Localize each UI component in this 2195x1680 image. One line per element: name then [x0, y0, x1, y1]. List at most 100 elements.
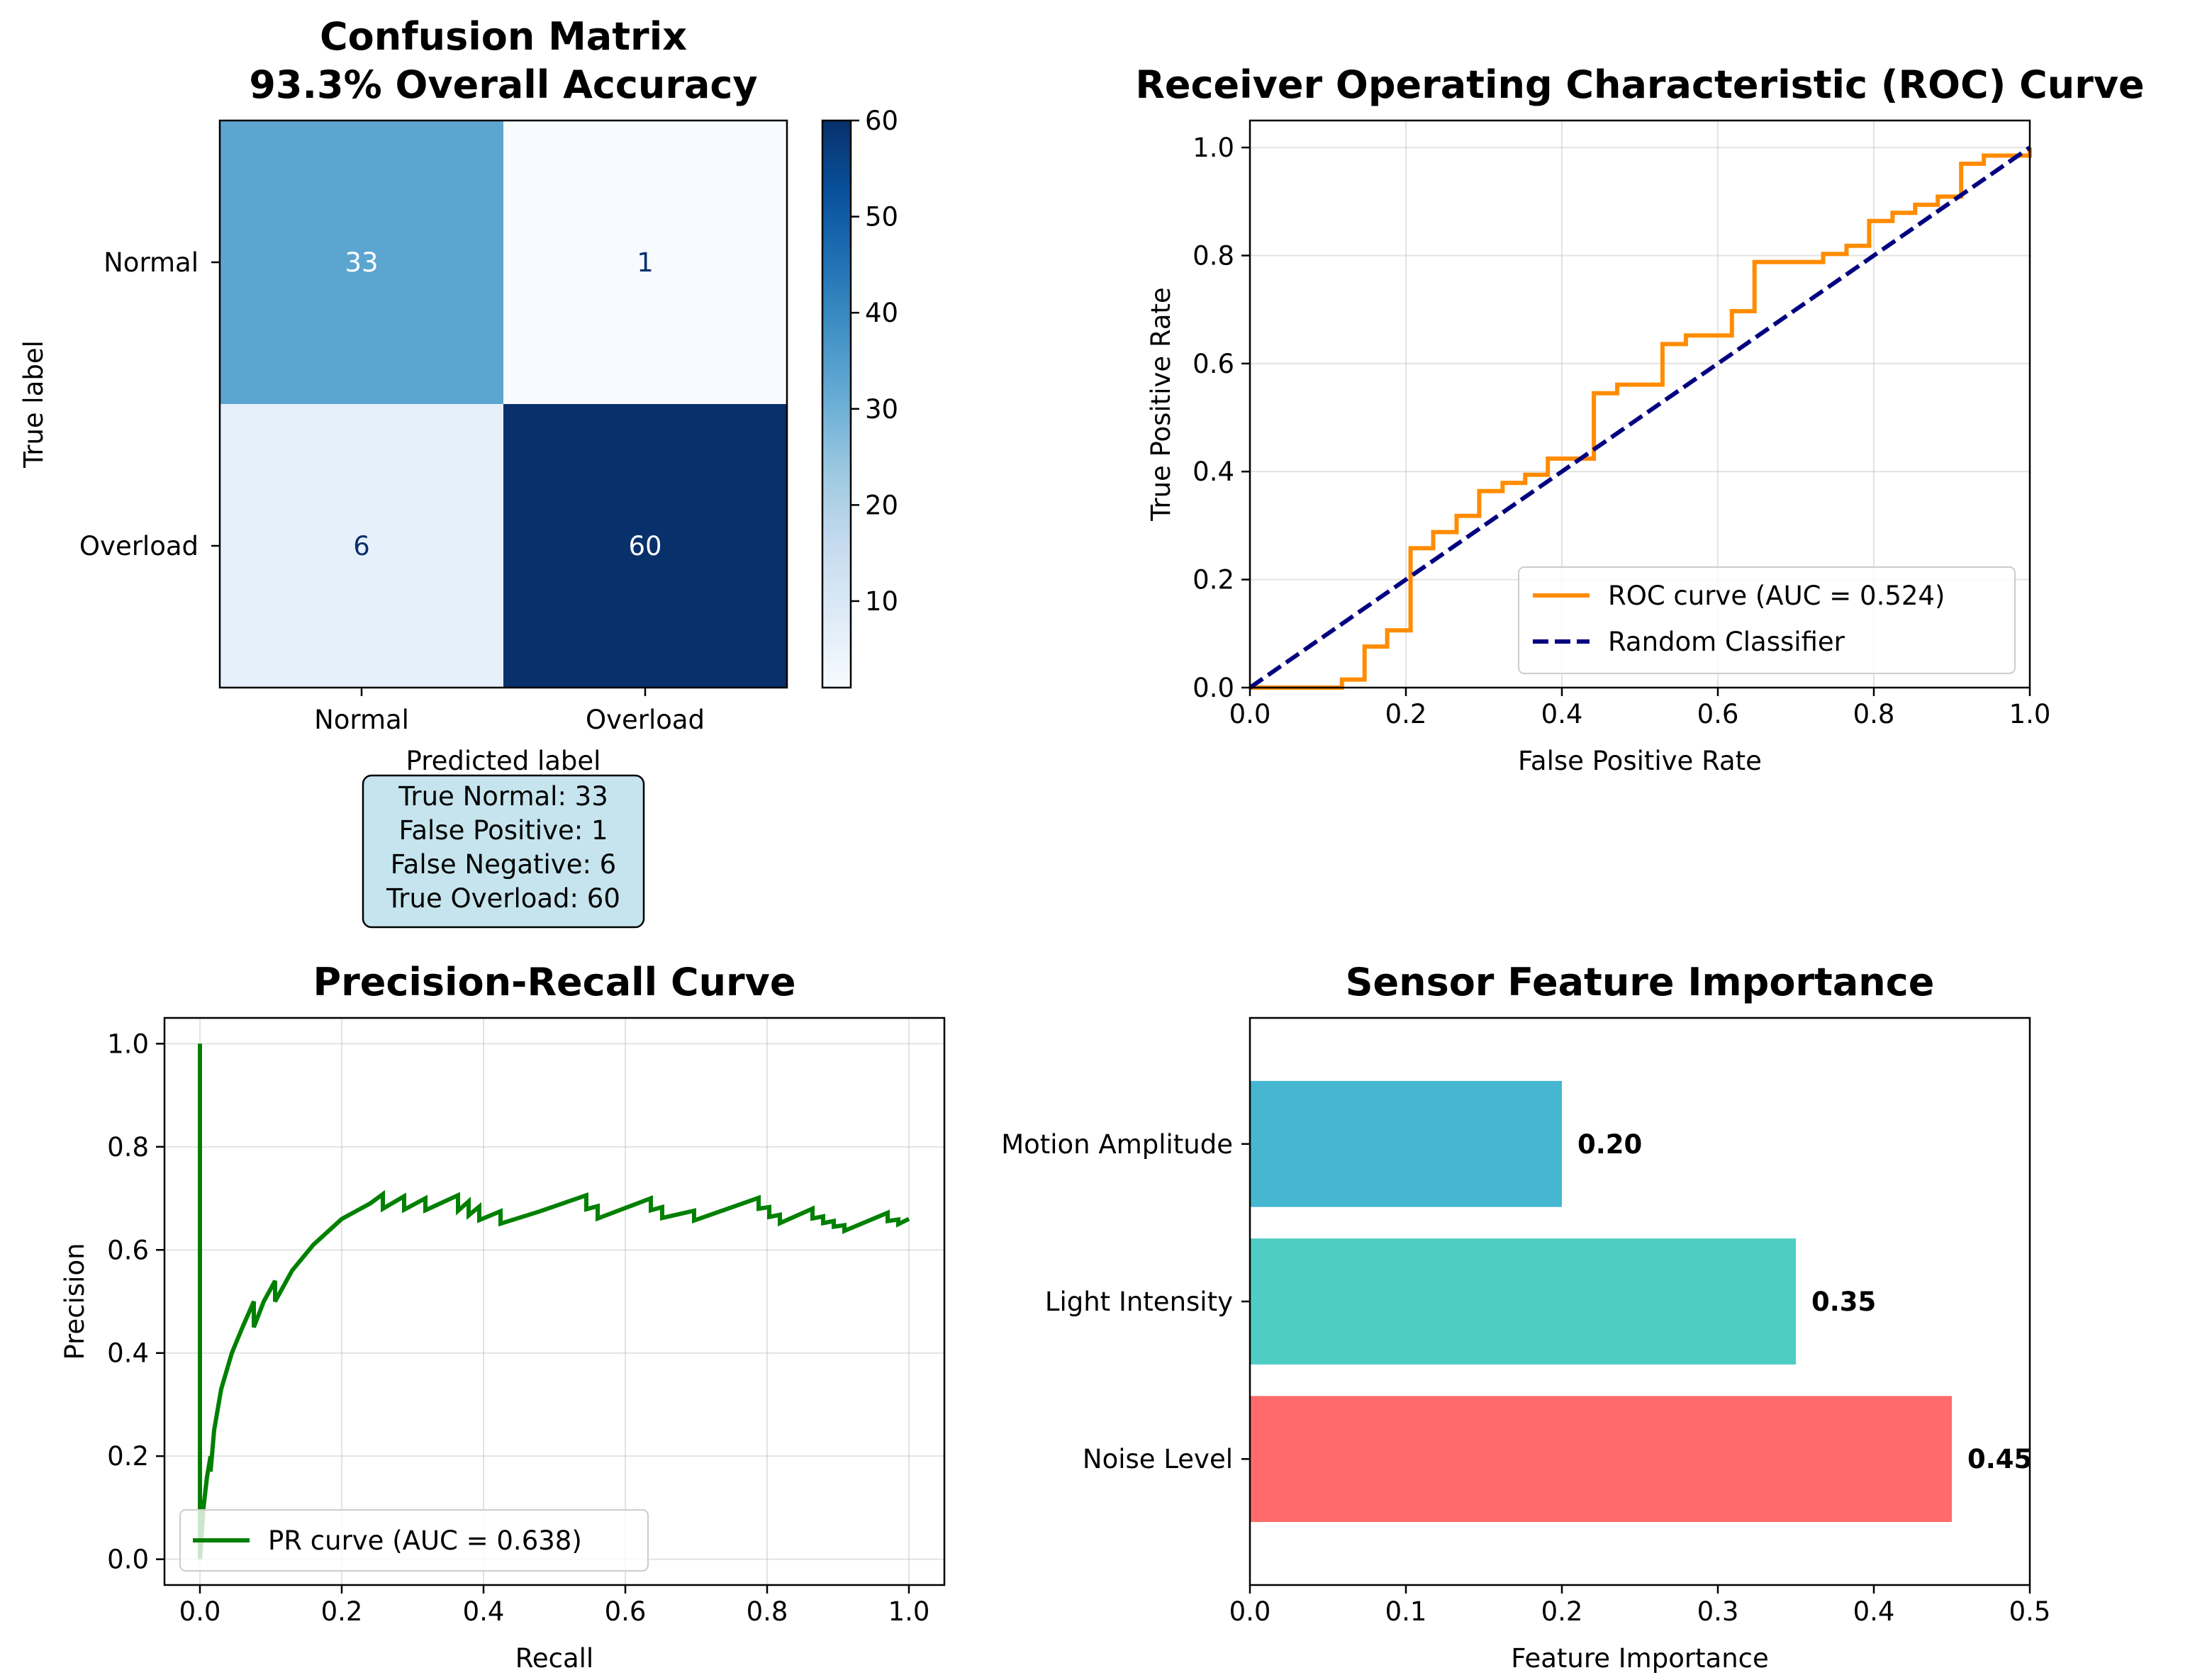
pr-frame [163, 1017, 946, 1586]
roc-title: Receiver Operating Characteristic (ROC) … [1135, 62, 2144, 107]
pr-ylabel: Precision [60, 1243, 90, 1360]
cm-cell [220, 404, 503, 688]
fi-ticks: Noise Level Light Intensity Motion Amplitu… [1001, 1129, 2050, 1627]
pr-grid [164, 1018, 944, 1585]
series-line [1249, 145, 2031, 690]
x-tick-label: 0.6 [605, 1596, 647, 1627]
pr-panel: Precision-Recall Curve 0.0 0.2 0.4 0.6 0.8 1.… [60, 960, 946, 1674]
x-tick-label: 0.2 [1541, 1596, 1583, 1627]
cm-summary-line: False Negative: 6 [391, 849, 616, 880]
cm-cell-value: 1 [637, 247, 654, 278]
pr-xlabel: Recall [515, 1643, 593, 1674]
roc-ylabel: True Positive Rate [1146, 287, 1176, 522]
cm-cell-value: 60 [628, 531, 661, 561]
series-line [1250, 147, 2032, 690]
cm-cell-value: 33 [345, 247, 378, 278]
fi-category-label: Light Intensity [1045, 1287, 1233, 1317]
x-tick-label: 0.5 [2009, 1596, 2051, 1627]
x-tick-label: 0.1 [1385, 1596, 1427, 1627]
cm-colorbar-tick-label: 20 [865, 490, 898, 520]
fi-bar [1250, 1080, 1562, 1207]
x-tick-label: 1.0 [2009, 699, 2051, 729]
x-tick-label: 0.4 [463, 1596, 505, 1627]
x-tick-label: 0.0 [1229, 699, 1271, 729]
x-tick-label: 1.0 [888, 1596, 930, 1627]
y-tick-label: 0.4 [107, 1338, 149, 1369]
cm-colorbar [822, 121, 851, 688]
cm-summary-line: False Positive: 1 [398, 815, 608, 846]
fi-bar [1250, 1238, 1796, 1365]
x-tick-label: 0.0 [179, 1596, 221, 1627]
cm-title-line1: Confusion Matrix [320, 14, 687, 59]
cm-xlabel: Predicted label [406, 746, 601, 776]
x-tick-label: 0.3 [1697, 1596, 1739, 1627]
y-tick-label: 0.2 [1193, 565, 1234, 595]
y-tick-label: 1.0 [107, 1029, 149, 1059]
cm-cell-value: 6 [353, 531, 370, 561]
roc-legend: ROC curve (AUC = 0.524) Random Classifie… [1518, 566, 2016, 674]
x-tick-label: 0.0 [1229, 1596, 1271, 1627]
roc-lines [1249, 145, 2032, 690]
y-tick-label: 0.4 [1193, 457, 1234, 487]
roc-legend-label: Random Classifier [1608, 627, 1845, 657]
fi-category-label: Motion Amplitude [1001, 1129, 1233, 1160]
cm-col-label-normal: Normal [314, 705, 409, 735]
confusion-matrix-panel: Confusion Matrix 93.3% Overall Accuracy … [18, 14, 898, 929]
cm-colorbar-tick-label: 50 [865, 202, 898, 233]
cm-summary-line: True Overload: 60 [386, 883, 620, 914]
cm-col-label-overload: Overload [586, 705, 705, 735]
fi-bar-value-label: 0.35 [1811, 1287, 1876, 1317]
fi-bar-value-label: 0.20 [1577, 1129, 1642, 1160]
roc-xlabel: False Positive Rate [1518, 746, 1762, 776]
fi-title: Sensor Feature Importance [1346, 960, 1935, 1004]
cm-summary-line: True Normal: 33 [398, 781, 608, 812]
cm-row-label-normal: Normal [104, 247, 199, 278]
pr-ticks: 0.0 0.2 0.4 0.6 0.8 1.0 0.0 0.2 0.4 0.6 0.8 1.0 [107, 1029, 929, 1627]
x-tick-label: 0.2 [1385, 699, 1427, 729]
x-tick-label: 0.8 [1853, 699, 1895, 729]
cm-colorbar-tick-label: 60 [865, 106, 898, 136]
pr-legend: PR curve (AUC = 0.638) [179, 1509, 649, 1572]
cm-cell [503, 121, 787, 404]
pr-lines [198, 1043, 910, 1559]
x-tick-label: 0.4 [1853, 1596, 1895, 1627]
series-line [198, 1043, 910, 1559]
y-tick-label: 0.6 [107, 1235, 149, 1265]
cm-colorbar-frame [821, 119, 852, 689]
cm-row-label-overload: Overload [79, 531, 199, 561]
cm-ylabel: True label [18, 340, 49, 469]
cm-summary-box [362, 774, 645, 929]
fi-bar [1250, 1396, 1952, 1523]
roc-ticks: 0.0 0.2 0.4 0.6 0.8 1.0 0.0 0.2 0.4 0.6 0.8 1.0 [1193, 133, 2050, 729]
roc-legend-box [1518, 566, 2016, 674]
y-tick-label: 0.8 [107, 1132, 149, 1163]
y-tick-label: 0.6 [1193, 349, 1234, 379]
y-tick-label: 0.2 [107, 1441, 149, 1472]
x-tick-label: 0.2 [321, 1596, 363, 1627]
cm-colorbar-tick-label: 40 [865, 298, 898, 328]
fi-category-label: Noise Level [1083, 1444, 1233, 1474]
cm-cell [220, 121, 503, 404]
x-tick-label: 0.4 [1541, 699, 1583, 729]
cm-colorbar-tick-label: 10 [865, 586, 898, 617]
y-tick-label: 0.8 [1193, 240, 1234, 271]
pr-legend-box [179, 1509, 649, 1572]
cm-colorbar-ticks: 10 20 30 40 50 60 [851, 106, 898, 617]
cm-frame [218, 119, 788, 689]
y-tick-label: 1.0 [1193, 133, 1234, 163]
x-tick-label: 0.8 [747, 1596, 788, 1627]
roc-legend-label: ROC curve (AUC = 0.524) [1608, 581, 1945, 611]
roc-frame [1249, 119, 2031, 689]
cm-colorbar-tick-label: 30 [865, 394, 898, 425]
cm-cells: 33 1 6 60 [220, 121, 787, 688]
fi-bars: 0.45 0.35 0.20 [1250, 1080, 2032, 1523]
cm-cell [503, 404, 787, 688]
cm-title-line2: 93.3% Overall Accuracy [249, 62, 757, 107]
y-tick-label: 0.0 [1193, 673, 1234, 703]
roc-panel: Receiver Operating Characteristic (ROC) … [1135, 62, 2144, 776]
x-tick-label: 0.6 [1697, 699, 1739, 729]
pr-legend-label: PR curve (AUC = 0.638) [268, 1525, 582, 1556]
pr-title: Precision-Recall Curve [313, 960, 796, 1004]
feature-importance-panel: Sensor Feature Importance 0.45 0.35 0.20 N… [1001, 960, 2050, 1674]
